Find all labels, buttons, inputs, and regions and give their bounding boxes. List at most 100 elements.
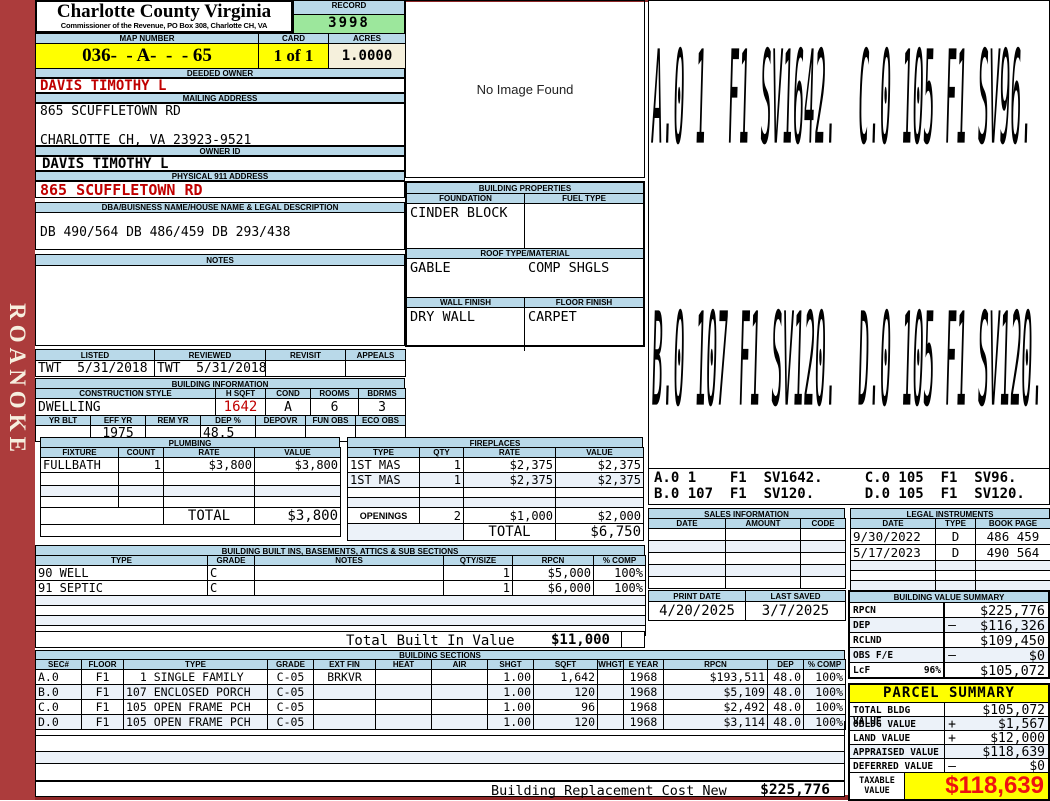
roof-material-field[interactable]: COMP SHGLS: [525, 259, 643, 297]
type-header: TYPE: [936, 519, 976, 529]
extfin-header: EXT FIN: [314, 660, 376, 670]
mailing-address-field[interactable]: 865 SCUFFLETOWN RD CHARLOTTE CH, VA 2392…: [35, 103, 405, 146]
cell: [36, 606, 646, 616]
deeded-owner-field[interactable]: DAVIS TIMOTHY L: [35, 78, 405, 93]
table-row[interactable]: [36, 596, 646, 606]
plumbing-total-value: $3,800: [255, 508, 341, 525]
acres-field[interactable]: 1.0000: [329, 44, 406, 69]
roof-type-field[interactable]: GABLE: [407, 259, 525, 297]
table-row[interactable]: [649, 553, 846, 565]
table-row[interactable]: [649, 541, 846, 553]
foundation-field[interactable]: CINDER BLOCK: [407, 204, 525, 248]
cell: 1: [420, 458, 464, 473]
ecoobs-label: ECO OBS: [356, 416, 406, 426]
table-row[interactable]: [348, 488, 644, 498]
cell: F1: [82, 685, 124, 700]
code-header: CODE: [801, 519, 846, 529]
cell: [556, 498, 644, 508]
hsqft-field[interactable]: 1642: [216, 399, 266, 416]
legal-description-box[interactable]: DBA/BUISNESS NAME/HOUSE NAME & LEGAL DES…: [35, 202, 405, 250]
cell: [464, 488, 556, 498]
deeded-owner-label: DEEDED OWNER: [35, 68, 405, 78]
parcel-summary-title: PARCEL SUMMARY: [850, 685, 1048, 703]
parcel-summary: PARCEL SUMMARY TOTAL BLDG VALUE $105,072…: [848, 683, 1050, 801]
taxable-value-row: TAXABLE VALUE $118,639: [850, 773, 1048, 799]
building-sections-empty-rows: [35, 721, 845, 781]
cell: 1.00: [488, 685, 534, 700]
listed-field[interactable]: TWT 5/31/2018: [36, 361, 155, 377]
table-row[interactable]: [36, 606, 646, 616]
construction-style-field[interactable]: DWELLING: [36, 399, 216, 416]
physical-address-field[interactable]: 865 SCUFFLETOWN RD: [35, 181, 405, 198]
map-number-field[interactable]: 036- - A- - - 65: [36, 44, 259, 69]
cell: [348, 524, 464, 541]
bdrms-field[interactable]: 3: [359, 399, 406, 416]
cell: [41, 497, 119, 508]
deferred-op: –: [945, 759, 959, 772]
bdrms-label: BDRMS: [359, 389, 406, 399]
rate-header: RATE: [164, 448, 255, 458]
floor-finish-field[interactable]: CARPET: [525, 308, 643, 351]
notes-box[interactable]: NOTES: [35, 254, 405, 346]
cell: 1: [420, 473, 464, 488]
cell: [164, 497, 255, 508]
cell: 100%: [594, 581, 646, 596]
table-row[interactable]: [851, 561, 1050, 571]
hsqft-label: H SQFT: [216, 389, 266, 399]
table-row[interactable]: [348, 498, 644, 508]
acres-label: ACRES: [329, 34, 406, 44]
replacement-cost-row: Building Replacement Cost New $225,776: [35, 781, 845, 797]
cell: 1: [444, 566, 513, 581]
table-row[interactable]: [851, 571, 1050, 581]
cell: $2,375: [556, 458, 644, 473]
sketch-vector-text-2: B.0 107 F1 SV120. D.0 105 F1 SV120.: [652, 289, 1043, 439]
fuel-type-field[interactable]: [525, 204, 643, 248]
obs-op: –: [945, 648, 959, 662]
rooms-field[interactable]: 6: [311, 399, 359, 416]
building-value-summary: BUILDING VALUE SUMMARY RPCN $225,776 DEP…: [848, 590, 1050, 679]
table-row[interactable]: OPENINGS 2 $1,000 $2,000: [348, 508, 644, 524]
table-row[interactable]: [649, 565, 846, 577]
cond-field[interactable]: A: [266, 399, 311, 416]
appeals-field[interactable]: [346, 361, 406, 377]
table-row[interactable]: [41, 497, 341, 508]
appraised-label: APPRAISED VALUE: [853, 747, 939, 758]
cell: $1,000: [464, 508, 556, 524]
table-row[interactable]: [36, 616, 646, 626]
card-field[interactable]: 1 of 1: [259, 44, 329, 69]
table-row[interactable]: [649, 577, 846, 589]
notes-label: NOTES: [36, 255, 404, 266]
table-row[interactable]: [649, 529, 846, 541]
cell: [41, 525, 341, 537]
appraised-op: [945, 745, 959, 758]
revisit-field[interactable]: [266, 361, 346, 377]
sketch-area[interactable]: A.0 1 F1 SV1642. C.0 105 F1 SV96. B.0 10…: [648, 0, 1050, 505]
lcf-op: [945, 663, 959, 677]
owner-id-field[interactable]: DAVIS TIMOTHY L: [35, 156, 405, 171]
property-photo-box[interactable]: No Image Found: [405, 0, 645, 178]
mailing-address-label: MAILING ADDRESS: [35, 93, 405, 103]
cell: [420, 498, 464, 508]
table-row[interactable]: FULLBATH 1 $3,800 $3,800: [41, 458, 341, 473]
card-label: CARD: [259, 34, 329, 44]
table-row[interactable]: [41, 486, 341, 497]
cell: 48.0: [768, 670, 804, 685]
cell: D: [936, 545, 976, 561]
reviewed-field[interactable]: TWT 5/31/2018: [155, 361, 266, 377]
wall-finish-field[interactable]: DRY WALL: [407, 308, 525, 351]
table-row[interactable]: [41, 473, 341, 486]
table-row[interactable]: [851, 581, 1050, 591]
cell: $193,511: [664, 670, 768, 685]
cell: $2,375: [556, 473, 644, 488]
cell: [255, 497, 341, 508]
building-value-summary-title: BUILDING VALUE SUMMARY: [850, 592, 1048, 603]
